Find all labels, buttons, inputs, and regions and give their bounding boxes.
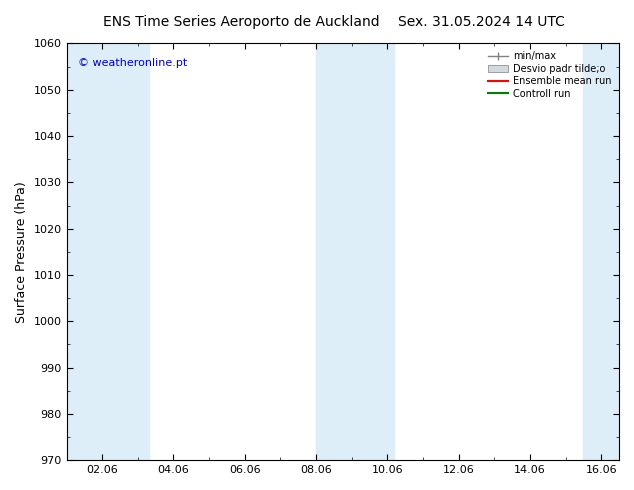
- Bar: [352, 44, 394, 460]
- Legend: min/max, Desvio padr tilde;o, Ensemble mean run, Controll run: min/max, Desvio padr tilde;o, Ensemble m…: [486, 49, 614, 101]
- Text: ENS Time Series Aeroporto de Auckland: ENS Time Series Aeroporto de Auckland: [103, 15, 379, 29]
- Y-axis label: Surface Pressure (hPa): Surface Pressure (hPa): [15, 181, 28, 323]
- Bar: [583, 44, 619, 460]
- Text: Sex. 31.05.2024 14 UTC: Sex. 31.05.2024 14 UTC: [398, 15, 566, 29]
- Bar: [120, 44, 148, 460]
- Bar: [316, 44, 352, 460]
- Text: © weatheronline.pt: © weatheronline.pt: [77, 58, 187, 68]
- Bar: [67, 44, 120, 460]
